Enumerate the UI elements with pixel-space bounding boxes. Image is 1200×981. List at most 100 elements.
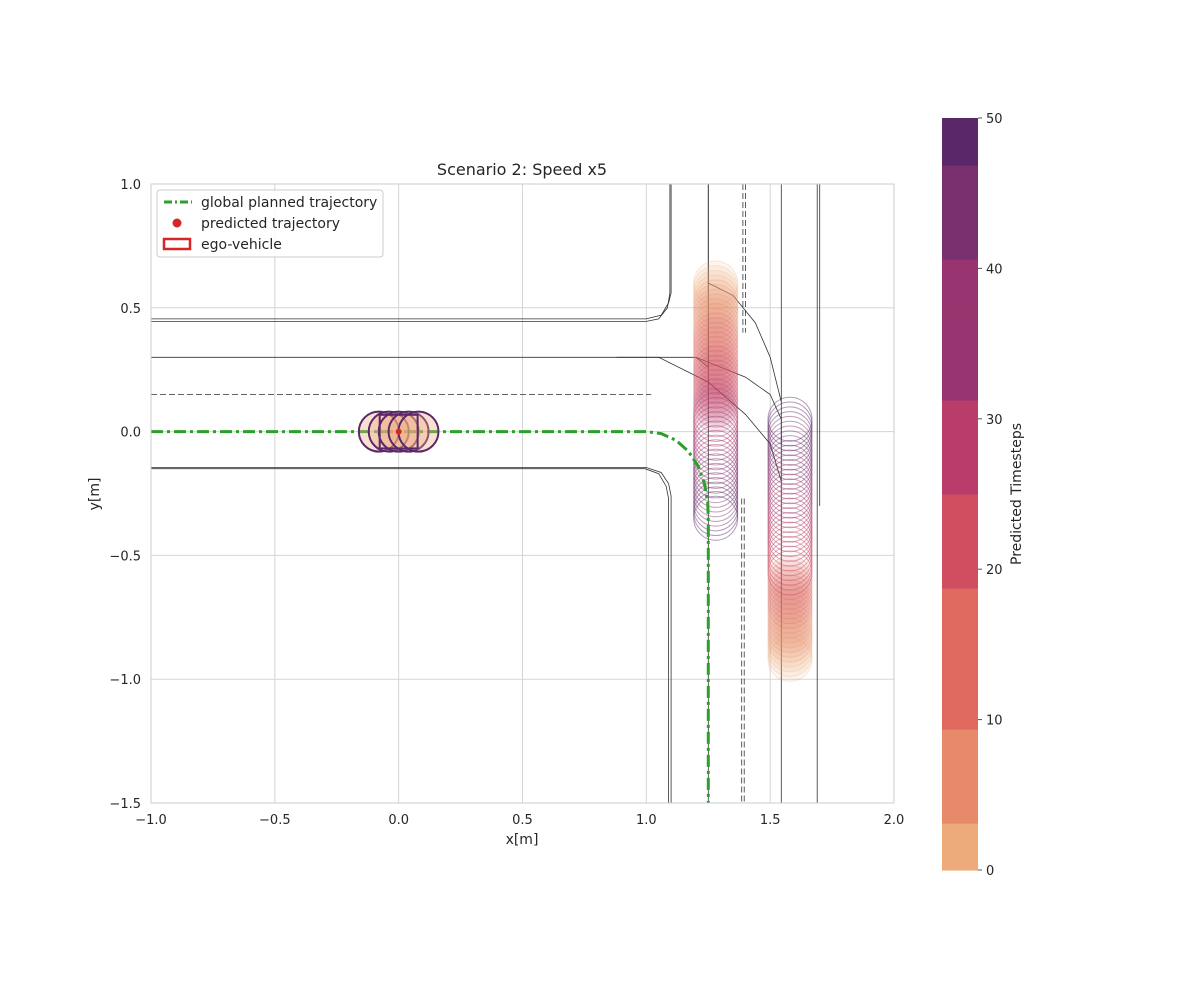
agent-2-predicted-circle [767,612,813,658]
agent-2-predicted-circle [767,632,813,678]
y-tick-label: 0.5 [120,302,141,317]
agent-2-predicted-circle [767,545,813,591]
colorbar-tick-label: 40 [986,262,1003,277]
agent-2-predicted-circle [767,396,813,442]
colorbar-band [942,353,978,401]
agent-1-predicted-circle [693,321,739,367]
agent-1-predicted-circle [693,462,739,508]
agent-1-predicted-circle [693,406,739,452]
road-line-solid [151,467,672,803]
agent-1-predicted-circle [693,302,739,348]
agent-1-predicted-circle [693,453,739,499]
agent-2-predicted-circle [767,487,813,533]
agent-predictions [693,260,813,682]
x-tick-label: −0.5 [259,813,291,828]
agent-2-predicted-circle [767,536,813,582]
legend-label-predicted-trajectory: predicted trajectory [201,216,340,232]
agent-1-predicted-circle [693,434,739,480]
colorbar-band [942,165,978,213]
agent-1-predicted-circle [693,279,739,325]
agent-2-predicted-circle [767,526,813,572]
colorbar-band [942,635,978,683]
agent-2-predicted-circle [767,483,813,529]
agent-2-predicted-circle [767,617,813,663]
legend-label-global-trajectory: global planned trajectory [201,195,377,211]
agent-2-predicted-circle [767,588,813,634]
road-line-solid [151,468,669,803]
colorbar-band [942,118,978,166]
colorbar-band [942,541,978,589]
agent-2-predicted-circle [767,406,813,452]
road-line-solid [708,282,782,402]
agent-2-predicted-circle [767,516,813,562]
road-line-solid [616,356,782,482]
agent-1-predicted-circle [693,260,739,306]
agent-2-predicted-circle [767,560,813,606]
colorbar-tick-label: 20 [986,563,1003,578]
legend: global planned trajectory predicted traj… [156,189,384,258]
colorbar-band [942,588,978,636]
agent-1-predicted-circle [693,392,739,438]
agent-2-predicted-circle [767,478,813,524]
agent-1-predicted-circle [693,382,739,428]
agent-2-predicted-circle [767,473,813,519]
y-tick-label: 0.0 [120,426,141,441]
agent-1-predicted-circle [693,415,739,461]
agent-1-predicted-circle [693,467,739,513]
colorbar: 0 10 20 30 40 50 [942,112,1003,879]
agent-1-predicted-circle [693,316,739,362]
agent-1-predicted-circle [693,359,739,405]
agent-1-predicted-circle [693,429,739,475]
agent-2-predicted-circle [767,603,813,649]
colorbar-band [942,400,978,448]
agent-1-predicted-circle [693,420,739,466]
legend-label-ego-vehicle: ego-vehicle [201,237,282,253]
agent-1-predicted-circle [693,476,739,522]
legend-predicted-trajectory-swatch [172,218,182,228]
colorbar-tick-label: 0 [986,864,994,879]
global-trajectory-layer [151,430,710,803]
colorbar-band [942,729,978,777]
colorbar-band [942,494,978,542]
colorbar-band [942,306,978,354]
agent-1-predicted-circle [693,387,739,433]
agent-2-predicted-circle [767,593,813,639]
agent-2-predicted-circle [767,411,813,457]
ego-vehicle-layer [357,410,440,453]
road-line-solid [695,356,782,444]
road-line-solid [151,184,672,320]
agent-1-predicted-circle [693,472,739,518]
agent-2-predicted-circle [767,459,813,505]
agent-2-predicted-circle [767,622,813,668]
agent-2-predicted-circle [767,463,813,509]
colorbar-band [942,776,978,824]
agent-1-predicted-circle [693,448,739,494]
x-tick-label: 1.0 [636,813,657,828]
plot-frame [150,183,895,804]
colorbar-label: Predicted Timesteps [1009,423,1025,565]
agent-2-predicted-circle [767,555,813,601]
y-tick-label: 1.0 [120,178,141,193]
y-tick-label: −1.0 [109,673,141,688]
agent-2-predicted-circle [767,574,813,620]
x-tick-label: 2.0 [884,813,905,828]
road-layout [151,184,821,803]
agent-2-predicted-circle [767,497,813,543]
y-axis-label: y[m] [87,478,103,511]
agent-1-predicted-circle [693,340,739,386]
agent-2-predicted-circle [767,420,813,466]
agent-1-predicted-circle [693,378,739,424]
agent-2-predicted-circle [767,492,813,538]
agent-2-predicted-circle [767,627,813,673]
x-tick-label: 1.5 [760,813,781,828]
agent-2-predicted-circle [767,608,813,654]
agent-2-predicted-circle [767,579,813,625]
agent-2-predicted-circle [767,401,813,447]
colorbar-tick-label: 30 [986,413,1003,428]
agent-2-predicted-circle [767,550,813,596]
agent-2-predicted-circle [767,454,813,500]
agent-1-predicted-circle [693,293,739,339]
agent-2-predicted-circle [767,507,813,553]
agent-1-predicted-circle [693,491,739,537]
